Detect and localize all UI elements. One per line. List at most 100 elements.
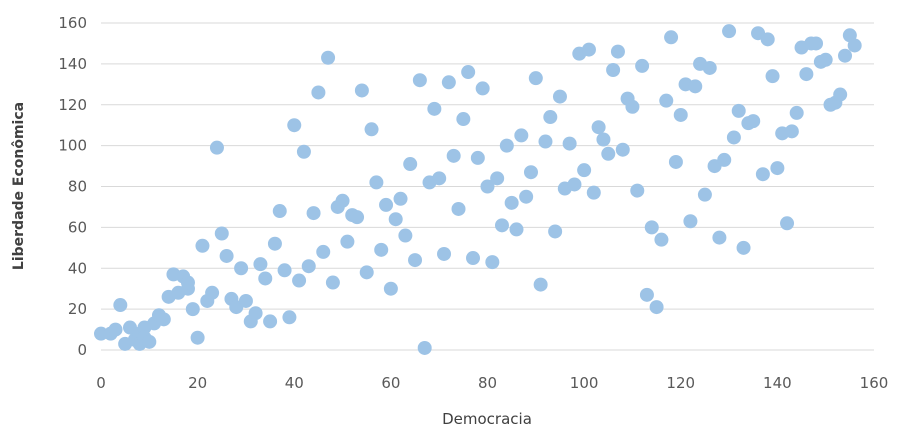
data-point-85	[494, 218, 509, 233]
data-point-134	[731, 103, 746, 118]
data-point-78	[461, 65, 476, 80]
data-point-62	[383, 281, 398, 296]
data-point-140	[760, 32, 775, 47]
data-point-27	[214, 226, 229, 241]
data-point-0	[94, 326, 108, 341]
data-point-43	[292, 273, 307, 288]
x-tick-label: 160	[860, 374, 889, 392]
data-point-72	[432, 171, 447, 186]
data-point-146	[789, 105, 804, 120]
x-tick-labels: 0 20 40 60 80 100 120 140 160	[96, 374, 888, 392]
x-tick-label: 100	[570, 374, 599, 392]
y-tick-label: 140	[58, 55, 87, 73]
data-point-109	[610, 44, 625, 59]
data-point-114	[635, 58, 650, 73]
x-axis-title: Democracia	[442, 410, 532, 428]
x-tick-label: 20	[188, 374, 207, 392]
data-point-60	[374, 242, 389, 257]
data-point-2	[108, 322, 123, 337]
data-point-116	[644, 220, 659, 235]
data-point-31	[234, 261, 249, 276]
data-point-50	[325, 275, 340, 290]
data-point-36	[258, 271, 273, 286]
data-point-106	[596, 132, 611, 147]
data-point-81	[475, 81, 490, 96]
data-point-26	[209, 140, 224, 155]
data-point-132	[722, 24, 737, 39]
data-point-52	[335, 193, 350, 208]
data-point-40	[277, 263, 292, 278]
data-point-67	[408, 253, 423, 268]
data-point-127	[697, 187, 712, 202]
data-point-112	[625, 99, 640, 114]
data-point-11	[142, 334, 157, 349]
data-points	[94, 24, 862, 355]
data-point-37	[263, 314, 278, 329]
data-point-156	[838, 48, 853, 63]
data-point-141	[765, 69, 780, 84]
data-point-158	[847, 38, 862, 53]
data-point-125	[688, 79, 703, 94]
data-point-57	[359, 265, 374, 280]
y-axis-title: Liberdade Econômica	[11, 102, 27, 270]
data-point-73	[437, 246, 452, 261]
data-point-20	[180, 275, 195, 290]
data-point-42	[287, 118, 302, 133]
data-point-68	[412, 73, 427, 88]
data-point-75	[446, 148, 461, 163]
data-point-99	[562, 136, 577, 151]
data-point-86	[499, 138, 514, 153]
data-point-80	[470, 150, 485, 165]
data-point-55	[350, 210, 365, 225]
data-point-35	[253, 257, 268, 272]
data-point-100	[567, 177, 582, 192]
y-tick-label: 0	[77, 341, 87, 359]
data-point-71	[427, 101, 442, 116]
x-tick-label: 140	[763, 374, 792, 392]
data-point-53	[340, 234, 355, 249]
y-tick-label: 20	[68, 300, 87, 318]
data-point-77	[456, 112, 471, 127]
data-point-104	[586, 185, 601, 200]
data-point-122	[673, 107, 688, 122]
data-point-59	[369, 175, 384, 190]
data-point-135	[736, 240, 751, 255]
data-point-121	[668, 154, 683, 169]
data-point-47	[311, 85, 326, 100]
x-tick-label: 120	[666, 374, 695, 392]
data-point-90	[519, 189, 534, 204]
data-point-82	[480, 179, 495, 194]
data-point-41	[282, 310, 297, 325]
data-point-117	[649, 300, 664, 315]
data-point-118	[654, 232, 669, 247]
data-point-148	[799, 67, 814, 82]
x-tick-label: 0	[96, 374, 106, 392]
data-point-79	[466, 251, 481, 266]
data-point-65	[398, 228, 413, 243]
y-tick-label: 60	[68, 218, 87, 236]
data-point-25	[205, 285, 220, 300]
data-point-3	[113, 298, 128, 313]
data-point-88	[509, 222, 524, 237]
data-point-152	[818, 52, 833, 67]
data-point-92	[528, 71, 543, 86]
data-point-105	[591, 120, 606, 135]
y-tick-label: 100	[58, 137, 87, 155]
data-point-32	[238, 293, 253, 308]
data-point-94	[538, 134, 553, 149]
data-point-131	[717, 152, 732, 167]
data-point-46	[306, 206, 321, 221]
data-point-56	[354, 83, 369, 98]
data-point-128	[702, 60, 717, 75]
data-point-115	[639, 287, 654, 302]
data-point-23	[195, 238, 210, 253]
data-point-87	[504, 195, 519, 210]
data-point-119	[659, 93, 674, 108]
data-point-124	[683, 214, 698, 229]
data-point-69	[417, 340, 432, 355]
data-point-137	[746, 114, 761, 129]
data-point-89	[514, 128, 529, 143]
x-tick-label: 40	[285, 374, 304, 392]
data-point-150	[809, 36, 824, 51]
